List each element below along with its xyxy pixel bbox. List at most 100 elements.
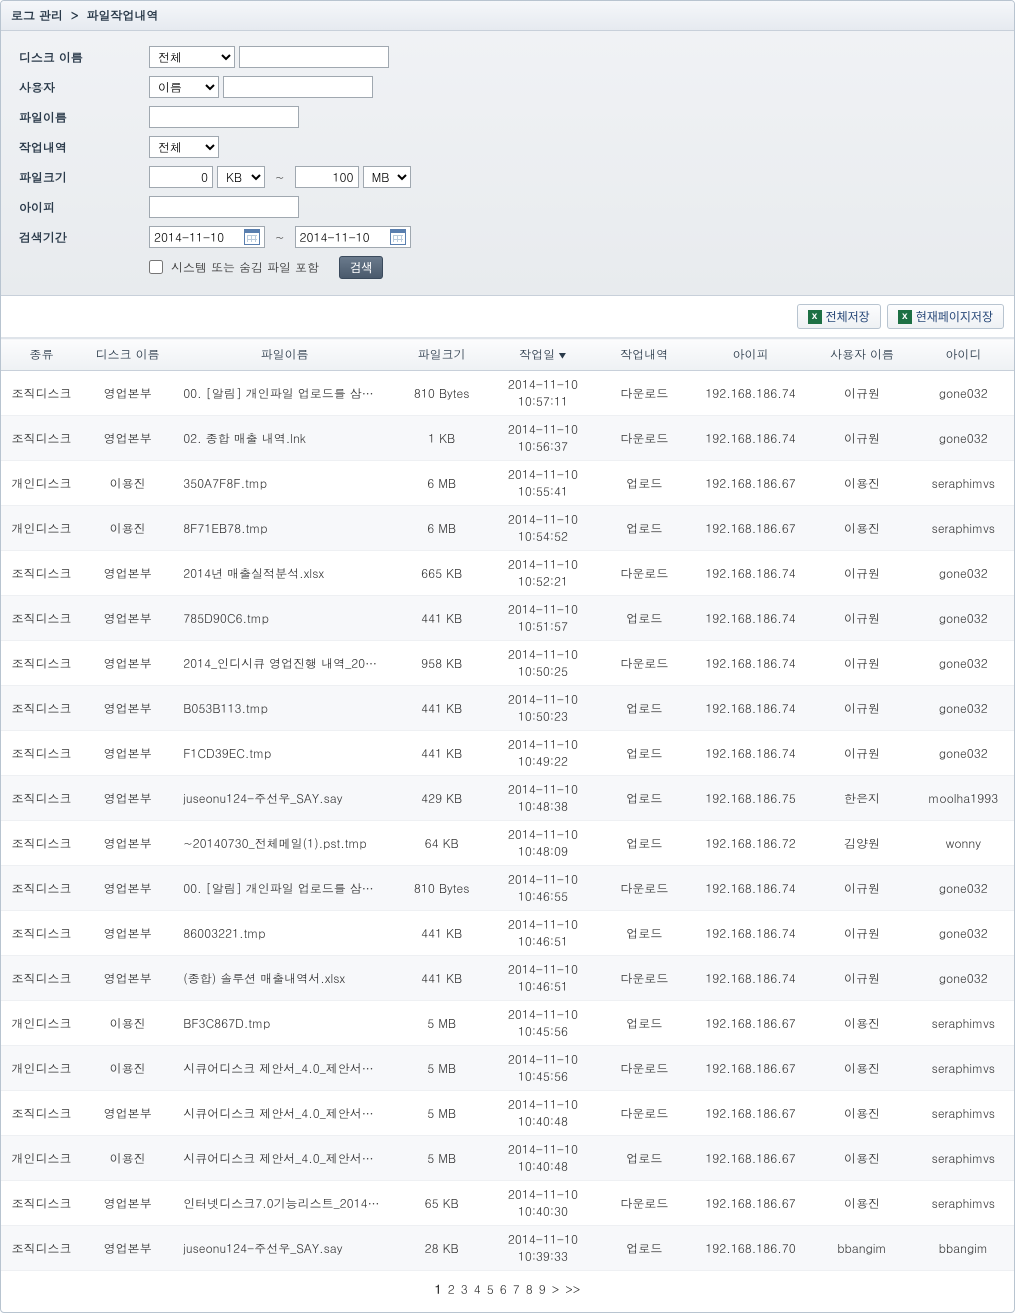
cell-disk: 이용진 — [82, 1001, 173, 1046]
page-7[interactable]: 7 — [513, 1281, 520, 1298]
table-row[interactable]: 조직디스크영업본부인터넷디스크7.0기능리스트_2014…65 KB2014-1… — [1, 1181, 1014, 1226]
cell-date: 2014-11-1010:45:56 — [487, 1046, 598, 1091]
export-page-button[interactable]: 현재페이지저장 — [887, 304, 1004, 329]
cell-disk: 영업본부 — [82, 596, 173, 641]
cell-userid: wonny — [913, 821, 1014, 866]
cell-size: 5 MB — [396, 1091, 487, 1136]
cell-filename: 8F71EB78.tmp — [173, 506, 396, 551]
cell-userid: gone032 — [913, 731, 1014, 776]
table-row[interactable]: 조직디스크영업본부86003221.tmp441 KB2014-11-1010:… — [1, 911, 1014, 956]
table-row[interactable]: 조직디스크영업본부02. 종합 매출 내역.lnk1 KB2014-11-101… — [1, 416, 1014, 461]
cell-username: 이규원 — [811, 416, 912, 461]
cell-disk: 영업본부 — [82, 416, 173, 461]
cell-date: 2014-11-1010:56:37 — [487, 416, 598, 461]
filename-input[interactable] — [149, 106, 299, 128]
disk-select[interactable]: 전체 — [149, 46, 235, 68]
table-row[interactable]: 개인디스크이용진시큐어디스크 제안서_4.0_제안서…5 MB2014-11-1… — [1, 1046, 1014, 1091]
cell-type: 조직디스크 — [1, 1181, 82, 1226]
table-row[interactable]: 조직디스크영업본부00. [알림] 개인파일 업로드를 삼…810 Bytes2… — [1, 866, 1014, 911]
page-last[interactable]: >> — [565, 1281, 580, 1298]
disk-text[interactable] — [239, 46, 389, 68]
size-to-unit[interactable]: MB — [363, 166, 411, 188]
table-row[interactable]: 개인디스크이용진시큐어디스크 제안서_4.0_제안서…5 MB2014-11-1… — [1, 1136, 1014, 1181]
pagination: 123456789>>> — [1, 1271, 1014, 1312]
cell-date: 2014-11-1010:51:57 — [487, 596, 598, 641]
user-select[interactable]: 이름 — [149, 76, 219, 98]
cell-type: 조직디스크 — [1, 371, 82, 416]
col-userid[interactable]: 아이디 — [913, 339, 1014, 371]
col-date[interactable]: 작업일▼ — [487, 339, 598, 371]
col-size[interactable]: 파일크기 — [396, 339, 487, 371]
include-hidden-checkbox[interactable] — [149, 260, 163, 274]
col-ip[interactable]: 아이피 — [690, 339, 812, 371]
size-to-input[interactable] — [295, 166, 359, 188]
page-3[interactable]: 3 — [461, 1281, 468, 1298]
label-action: 작업내역 — [19, 139, 149, 156]
search-button[interactable]: 검색 — [339, 256, 383, 279]
date-to-wrap[interactable] — [295, 226, 411, 248]
page-6[interactable]: 6 — [500, 1281, 507, 1298]
cell-userid: seraphimvs — [913, 1001, 1014, 1046]
cell-username: 이규원 — [811, 731, 912, 776]
page-5[interactable]: 5 — [487, 1281, 494, 1298]
table-row[interactable]: 조직디스크영업본부B053B113.tmp441 KB2014-11-1010:… — [1, 686, 1014, 731]
cell-filename: 785D90C6.tmp — [173, 596, 396, 641]
page-2[interactable]: 2 — [448, 1281, 455, 1298]
table-row[interactable]: 조직디스크영업본부2014_인디시큐 영업진행 내역_20…958 KB2014… — [1, 641, 1014, 686]
calendar-icon[interactable] — [390, 229, 406, 245]
size-from-unit[interactable]: KB — [217, 166, 265, 188]
page-next[interactable]: > — [552, 1281, 560, 1298]
col-disk[interactable]: 디스크 이름 — [82, 339, 173, 371]
cell-action: 다운로드 — [599, 371, 690, 416]
table-row[interactable]: 개인디스크이용진350A7F8F.tmp6 MB2014-11-1010:55:… — [1, 461, 1014, 506]
col-type[interactable]: 종류 — [1, 339, 82, 371]
action-select[interactable]: 전체 — [149, 136, 219, 158]
col-filename[interactable]: 파일이름 — [173, 339, 396, 371]
table-row[interactable]: 조직디스크영업본부(종합) 솔루션 매출내역서.xlsx441 KB2014-1… — [1, 956, 1014, 1001]
cell-date: 2014-11-1010:55:41 — [487, 461, 598, 506]
export-all-button[interactable]: 전체저장 — [797, 304, 881, 329]
table-row[interactable]: 조직디스크영업본부00. [알림] 개인파일 업로드를 삼…810 Bytes2… — [1, 371, 1014, 416]
page-8[interactable]: 8 — [526, 1281, 533, 1298]
col-username[interactable]: 사용자 이름 — [811, 339, 912, 371]
table-row[interactable]: 조직디스크영업본부~20140730_전체메일(1).pst.tmp64 KB2… — [1, 821, 1014, 866]
date-to-input[interactable] — [296, 227, 386, 247]
cell-username: 이용진 — [811, 506, 912, 551]
size-from-input[interactable] — [149, 166, 213, 188]
cell-date: 2014-11-1010:46:51 — [487, 911, 598, 956]
page-9[interactable]: 9 — [539, 1281, 546, 1298]
table-row[interactable]: 조직디스크영업본부시큐어디스크 제안서_4.0_제안서…5 MB2014-11-… — [1, 1091, 1014, 1136]
cell-ip: 192.168.186.74 — [690, 866, 812, 911]
ip-input[interactable] — [149, 196, 299, 218]
cell-filename: F1CD39EC.tmp — [173, 731, 396, 776]
table-row[interactable]: 조직디스크영업본부785D90C6.tmp441 KB2014-11-1010:… — [1, 596, 1014, 641]
cell-size: 5 MB — [396, 1001, 487, 1046]
cell-filename: BF3C867D.tmp — [173, 1001, 396, 1046]
date-from-wrap[interactable] — [149, 226, 265, 248]
cell-userid: seraphimvs — [913, 1181, 1014, 1226]
page-1[interactable]: 1 — [435, 1281, 442, 1298]
cell-disk: 이용진 — [82, 461, 173, 506]
cell-userid: moolha1993 — [913, 776, 1014, 821]
cell-ip: 192.168.186.74 — [690, 641, 812, 686]
cell-type: 개인디스크 — [1, 1136, 82, 1181]
cell-userid: gone032 — [913, 686, 1014, 731]
table-row[interactable]: 조직디스크영업본부2014년 매출실적분석.xlsx665 KB2014-11-… — [1, 551, 1014, 596]
cell-filename: juseonu124-주선우_SAY.say — [173, 776, 396, 821]
cell-ip: 192.168.186.72 — [690, 821, 812, 866]
table-row[interactable]: 개인디스크이용진8F71EB78.tmp6 MB2014-11-1010:54:… — [1, 506, 1014, 551]
breadcrumb-sep: > — [71, 7, 79, 24]
col-action[interactable]: 작업내역 — [599, 339, 690, 371]
tilde-1: ~ — [275, 169, 285, 186]
cell-filename: 시큐어디스크 제안서_4.0_제안서… — [173, 1136, 396, 1181]
user-text[interactable] — [223, 76, 373, 98]
date-from-input[interactable] — [150, 227, 240, 247]
table-row[interactable]: 개인디스크이용진BF3C867D.tmp5 MB2014-11-1010:45:… — [1, 1001, 1014, 1046]
table-row[interactable]: 조직디스크영업본부juseonu124-주선우_SAY.say429 KB201… — [1, 776, 1014, 821]
page-4[interactable]: 4 — [474, 1281, 481, 1298]
table-row[interactable]: 조직디스크영업본부juseonu124-주선우_SAY.say28 KB2014… — [1, 1226, 1014, 1271]
cell-action: 업로드 — [599, 506, 690, 551]
calendar-icon[interactable] — [244, 229, 260, 245]
table-row[interactable]: 조직디스크영업본부F1CD39EC.tmp441 KB2014-11-1010:… — [1, 731, 1014, 776]
cell-username: 이규원 — [811, 596, 912, 641]
